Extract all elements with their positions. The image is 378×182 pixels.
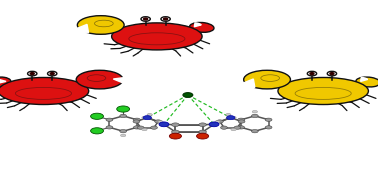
Circle shape: [147, 114, 152, 116]
Circle shape: [238, 120, 245, 123]
Circle shape: [226, 114, 231, 116]
Circle shape: [121, 134, 126, 137]
Circle shape: [133, 120, 140, 123]
Circle shape: [117, 106, 130, 112]
Circle shape: [159, 122, 169, 127]
Wedge shape: [74, 24, 88, 33]
Circle shape: [199, 123, 206, 126]
Circle shape: [50, 73, 54, 75]
Ellipse shape: [15, 87, 71, 99]
Circle shape: [142, 128, 147, 131]
Circle shape: [172, 130, 179, 134]
Ellipse shape: [295, 87, 351, 99]
Circle shape: [120, 130, 127, 133]
Circle shape: [327, 71, 336, 76]
Circle shape: [141, 17, 150, 21]
Circle shape: [234, 126, 241, 129]
Circle shape: [164, 18, 167, 20]
Circle shape: [91, 113, 104, 119]
Circle shape: [231, 128, 236, 131]
Circle shape: [265, 126, 272, 129]
Circle shape: [197, 133, 209, 139]
Circle shape: [137, 126, 144, 129]
Circle shape: [252, 110, 257, 113]
Ellipse shape: [356, 77, 378, 87]
Circle shape: [161, 17, 170, 21]
Circle shape: [330, 73, 334, 75]
Circle shape: [28, 71, 37, 76]
Wedge shape: [194, 23, 201, 27]
Circle shape: [155, 120, 161, 123]
Circle shape: [144, 18, 148, 20]
Circle shape: [307, 71, 317, 76]
Ellipse shape: [76, 70, 123, 89]
Circle shape: [142, 116, 147, 119]
Circle shape: [106, 126, 113, 129]
Ellipse shape: [261, 75, 279, 81]
Circle shape: [183, 93, 193, 97]
Circle shape: [238, 118, 245, 121]
Circle shape: [30, 73, 34, 75]
Wedge shape: [0, 79, 6, 83]
Wedge shape: [240, 79, 255, 87]
Ellipse shape: [244, 70, 290, 89]
Ellipse shape: [129, 33, 185, 45]
Circle shape: [172, 123, 179, 126]
Circle shape: [48, 71, 57, 76]
Circle shape: [143, 116, 152, 120]
Circle shape: [150, 126, 157, 129]
Ellipse shape: [0, 78, 89, 104]
Circle shape: [217, 120, 223, 123]
Circle shape: [106, 118, 113, 121]
Circle shape: [199, 130, 206, 134]
Ellipse shape: [77, 16, 124, 34]
Ellipse shape: [87, 75, 106, 81]
Circle shape: [265, 118, 272, 121]
Ellipse shape: [278, 78, 369, 104]
Circle shape: [251, 114, 258, 118]
Ellipse shape: [112, 23, 202, 50]
Circle shape: [310, 73, 314, 75]
Circle shape: [238, 126, 245, 129]
Circle shape: [169, 133, 181, 139]
Ellipse shape: [190, 22, 214, 32]
Ellipse shape: [94, 20, 113, 27]
Circle shape: [133, 126, 140, 129]
Circle shape: [226, 116, 235, 120]
Wedge shape: [361, 78, 368, 81]
Circle shape: [215, 121, 220, 123]
Circle shape: [209, 122, 219, 127]
Circle shape: [133, 118, 140, 121]
Circle shape: [158, 121, 163, 123]
Circle shape: [120, 114, 127, 118]
Ellipse shape: [0, 77, 11, 87]
Circle shape: [251, 130, 258, 133]
Circle shape: [231, 116, 236, 119]
Wedge shape: [113, 77, 131, 84]
Circle shape: [91, 128, 104, 134]
Circle shape: [221, 126, 228, 129]
